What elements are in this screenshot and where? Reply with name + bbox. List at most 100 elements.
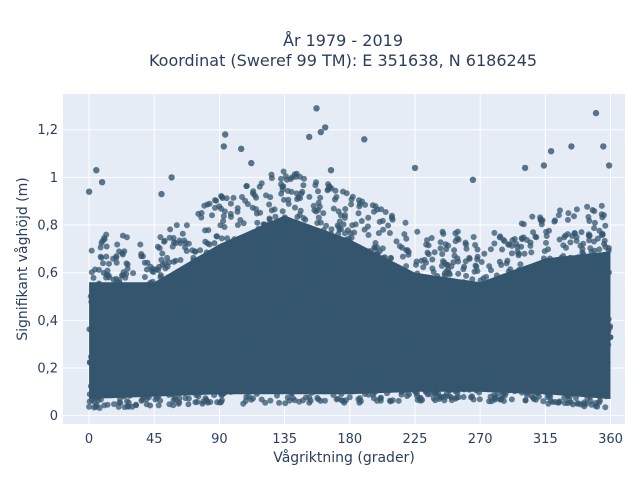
data-point — [177, 297, 184, 304]
data-point — [378, 206, 385, 213]
data-point — [135, 287, 142, 294]
data-point — [206, 334, 213, 341]
data-point — [421, 326, 428, 333]
data-point — [522, 397, 529, 404]
data-point — [88, 269, 95, 276]
data-point — [607, 323, 614, 330]
data-point — [211, 343, 218, 350]
data-point — [497, 233, 504, 240]
data-point — [108, 330, 115, 336]
data-point — [103, 271, 110, 278]
outlier-point — [306, 133, 313, 141]
data-point — [437, 358, 444, 365]
data-point — [463, 354, 470, 361]
data-point — [437, 239, 444, 246]
data-point — [550, 366, 557, 373]
data-point — [318, 359, 325, 366]
data-point — [191, 304, 198, 310]
x-tick-label: 225 — [403, 432, 428, 447]
data-point — [555, 278, 562, 285]
x-tick-label: 270 — [468, 432, 493, 447]
data-point — [475, 313, 482, 319]
data-point — [103, 243, 110, 250]
data-point — [379, 274, 386, 281]
outlier-point — [361, 136, 368, 143]
data-point — [384, 305, 391, 312]
data-point — [220, 262, 227, 269]
data-point — [356, 395, 363, 402]
data-point — [216, 244, 223, 251]
data-point — [542, 389, 549, 395]
data-point — [591, 315, 598, 322]
data-point — [495, 337, 502, 344]
data-point — [539, 271, 545, 278]
data-point — [364, 298, 371, 305]
data-point — [224, 235, 231, 242]
data-point — [172, 329, 179, 336]
data-point — [154, 312, 161, 319]
data-point — [170, 239, 177, 246]
data-point — [154, 354, 161, 361]
data-point — [200, 352, 207, 359]
data-point — [343, 371, 350, 378]
data-point — [96, 280, 102, 287]
data-point — [372, 245, 378, 252]
data-point — [413, 258, 420, 265]
data-point — [131, 368, 137, 375]
data-point — [455, 270, 462, 277]
data-point — [576, 279, 583, 286]
data-point — [93, 364, 100, 371]
data-point — [596, 246, 603, 253]
data-point — [210, 353, 217, 360]
data-point — [405, 249, 412, 255]
data-point — [125, 341, 132, 348]
data-point — [220, 213, 227, 220]
data-point — [362, 256, 368, 263]
data-point — [327, 382, 334, 388]
data-point — [487, 246, 494, 253]
data-point — [144, 259, 151, 266]
data-point — [139, 253, 146, 260]
data-point — [142, 321, 149, 328]
data-point — [350, 303, 357, 310]
data-point — [545, 353, 551, 360]
data-point — [187, 318, 193, 324]
y-tick-label: 0,4 — [37, 314, 58, 329]
data-point — [370, 391, 376, 398]
data-point — [117, 395, 123, 402]
data-point — [386, 387, 393, 394]
data-point — [424, 237, 430, 244]
data-point — [564, 393, 571, 400]
data-point — [247, 324, 254, 331]
data-point — [244, 201, 251, 208]
data-point — [314, 351, 321, 357]
data-point — [375, 230, 382, 237]
data-point — [147, 402, 154, 409]
data-point — [148, 353, 154, 360]
data-point — [256, 297, 263, 304]
data-point — [179, 230, 186, 237]
data-point — [377, 305, 384, 312]
data-point — [432, 374, 439, 381]
data-point — [232, 357, 239, 364]
data-point — [573, 206, 580, 213]
data-point — [528, 372, 535, 379]
data-point — [305, 339, 312, 346]
data-point — [501, 238, 508, 245]
data-point — [302, 216, 309, 223]
data-point — [393, 353, 400, 360]
data-point — [282, 254, 289, 261]
data-point — [222, 320, 228, 326]
data-point — [365, 273, 372, 280]
data-point — [157, 234, 164, 241]
data-point — [583, 371, 590, 378]
data-point — [571, 295, 578, 302]
data-point — [263, 227, 270, 234]
data-point — [450, 352, 457, 359]
data-point — [315, 188, 321, 195]
data-point — [277, 376, 283, 382]
data-point — [300, 239, 306, 246]
data-point — [423, 298, 430, 305]
data-point — [594, 371, 601, 378]
data-point — [237, 304, 244, 310]
